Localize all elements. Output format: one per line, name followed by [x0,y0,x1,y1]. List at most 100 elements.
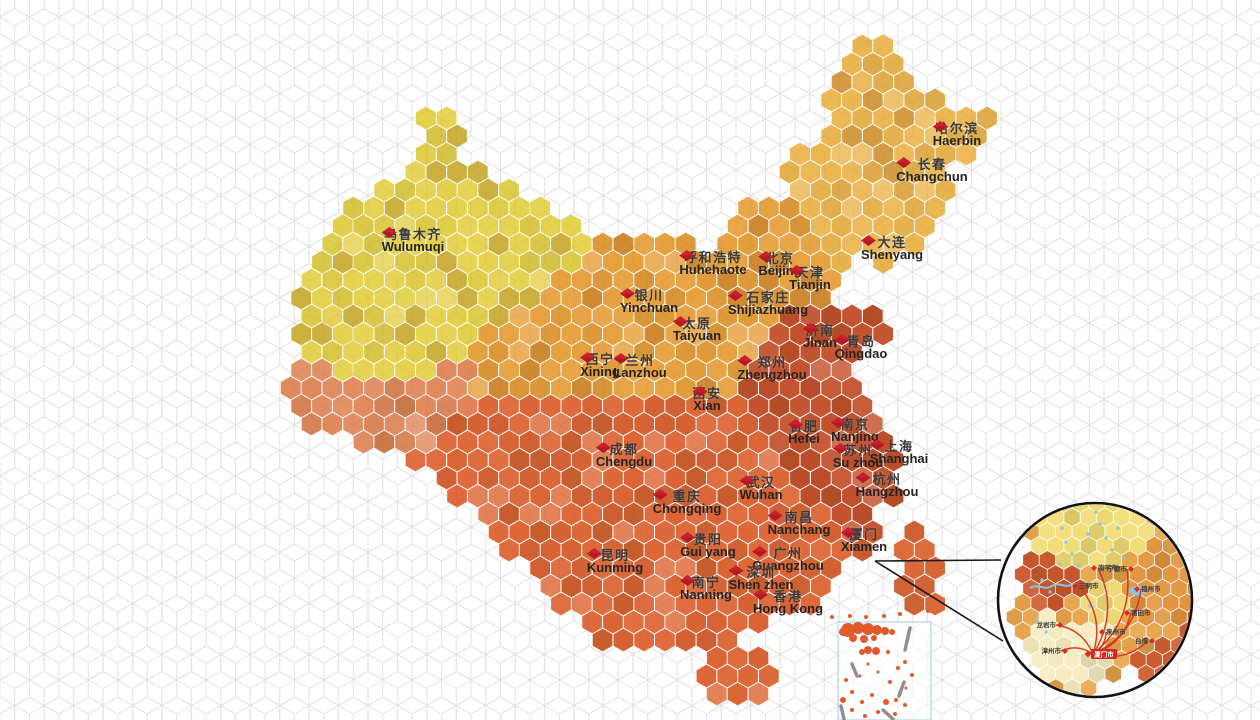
location-marker-icon[interactable] [932,121,948,132]
city-gui-yang[interactable]: 贵阳 Gui yang [680,532,736,560]
svg-text:福州市: 福州市 [1140,584,1161,593]
city-hefei[interactable]: 合肥 Hefei [788,419,820,446]
location-marker-icon[interactable] [752,546,768,557]
city-huhehaote[interactable]: 呼和浩特 Huhehaote [679,250,747,277]
city-shenyang[interactable]: 大连 Shenyang [860,235,924,263]
city-label-en: Lanzhou [613,365,667,381]
location-marker-icon[interactable] [692,386,708,397]
city-label-en: Nanning [680,587,732,603]
city-label-en: Gui yang [680,544,736,560]
city-beijing[interactable]: 北京 Beijing [758,251,802,279]
city-label-en: Wulumuqi [381,239,445,255]
svg-text:台湾: 台湾 [1135,636,1149,645]
city-label-zh: 成都 [609,442,639,457]
city-tianjin[interactable]: 天津 Tianjin [789,265,831,292]
location-marker-icon[interactable] [860,235,876,246]
city-nanchang[interactable]: 南昌 Nanchang [767,510,831,538]
svg-text:三明市: 三明市 [1079,581,1099,590]
city-su-zhou[interactable]: 苏州 Su zhou [832,443,883,470]
svg-text:漳州市: 漳州市 [1042,646,1062,655]
location-marker-icon[interactable] [840,527,856,538]
city-wuhan[interactable]: 武汉 Wuhan [739,475,783,503]
city-zhengzhou[interactable]: 郑州 Zhengzhou [737,355,807,383]
location-marker-icon[interactable] [580,352,596,363]
location-marker-icon[interactable] [831,417,847,428]
location-marker-icon[interactable] [652,489,668,500]
city-label-en: Taiyuan [672,328,722,344]
city-hangzhou[interactable]: 杭州 Hangzhou [855,472,918,499]
location-marker-icon[interactable] [834,334,850,345]
city-label-zh: 郑州 [757,355,787,370]
location-marker-icon[interactable] [727,290,743,301]
location-marker-icon[interactable] [680,575,695,586]
city-changchun[interactable]: 长春 Changchun [896,157,968,184]
city-lanzhou[interactable]: 兰州 Lanzhou [613,353,667,381]
city-label-en: Wuhan [739,487,783,503]
city-chongqing[interactable]: 重庆 Chongqing [652,489,721,516]
city-shanghai[interactable]: 上海 Shanghai [869,439,928,466]
location-marker-icon[interactable] [788,419,804,430]
city-chengdu[interactable]: 成都 Chengdu [595,442,652,469]
location-marker-icon[interactable] [619,288,635,299]
location-marker-icon[interactable] [672,316,688,327]
city-taiyuan[interactable]: 太原 Taiyuan [672,316,722,344]
city-label-zh: 南昌 [784,510,814,525]
city-label-en: Zhengzhou [737,367,807,383]
location-marker-icon[interactable] [832,443,848,454]
location-marker-icon[interactable] [896,157,912,168]
city-yinchuan[interactable]: 银川 Yinchuan [619,288,678,315]
city-xiamen[interactable]: 厦门 Xiamen [840,527,887,554]
svg-text:南平市: 南平市 [1098,563,1118,572]
city-nanjing[interactable]: 南京 Nanjing [831,417,879,444]
location-marker-icon[interactable] [737,355,753,366]
city-label-en: Guangzhou [752,558,824,574]
city-label-en: Shenyang [860,247,924,263]
location-marker-icon[interactable] [381,227,397,238]
city-label-zh: 香港 [773,589,803,604]
city-nanning[interactable]: 南宁 Nanning [680,575,732,603]
city-xining[interactable]: 西宁 Xining [580,352,620,380]
city-guangzhou[interactable]: 广州 Guangzhou [752,546,824,574]
location-marker-icon[interactable] [869,439,885,450]
location-marker-icon[interactable] [789,265,805,276]
city-shen-zhen[interactable]: 深圳 Shen zhen [728,565,794,592]
location-marker-icon[interactable] [758,251,774,262]
city-label-zh: 乌鲁木齐 [383,227,442,242]
location-marker-icon[interactable] [803,323,819,334]
city-label-zh: 北京 [765,251,795,266]
location-marker-icon[interactable] [767,510,783,521]
location-marker-icon[interactable] [613,353,629,364]
location-marker-icon[interactable] [595,442,611,453]
city-jinan[interactable]: 济南 Jinan [803,323,837,351]
city-label-zh: 南京 [840,417,870,432]
location-marker-icon[interactable] [586,548,602,559]
city-label-en: Kunming [586,560,644,576]
location-marker-icon[interactable] [728,565,744,576]
city-qingdao[interactable]: 青岛 Qingdao [834,334,887,361]
location-marker-icon[interactable] [752,589,768,600]
city-label-en: Jinan [803,335,837,351]
city-label-en: Beijing [758,263,802,279]
city-kunming[interactable]: 昆明 Kunming [586,548,644,576]
river-line [1029,582,1075,589]
city-label-en: Xining [580,364,620,380]
location-marker-icon[interactable] [680,532,696,543]
city-wulumuqi[interactable]: 乌鲁木齐 Wulumuqi [381,227,445,255]
city-label-zh: 南宁 [691,575,721,590]
city-label-zh: 厦门 [849,527,879,542]
city-xian[interactable]: 西安 Xian [692,386,721,413]
city-hong-kong[interactable]: 香港 Hong Kong [752,589,823,616]
location-marker-icon[interactable] [739,475,755,486]
city-label-zh: 银川 [634,288,664,303]
svg-text:宁德市: 宁德市 [1108,564,1128,573]
city-label-en: Nanchang [767,522,831,538]
city-shijiazhuang[interactable]: 石家庄 Shijiazhuang [727,290,808,317]
city-haerbin[interactable]: 哈尔滨 Haerbin [932,121,981,148]
city-label-zh: 青岛 [846,334,876,349]
magnifier-callout-lines [874,559,1004,642]
city-label-zh: 石家庄 [746,290,790,305]
location-marker-icon[interactable] [679,250,695,261]
location-marker-icon[interactable] [855,472,871,483]
